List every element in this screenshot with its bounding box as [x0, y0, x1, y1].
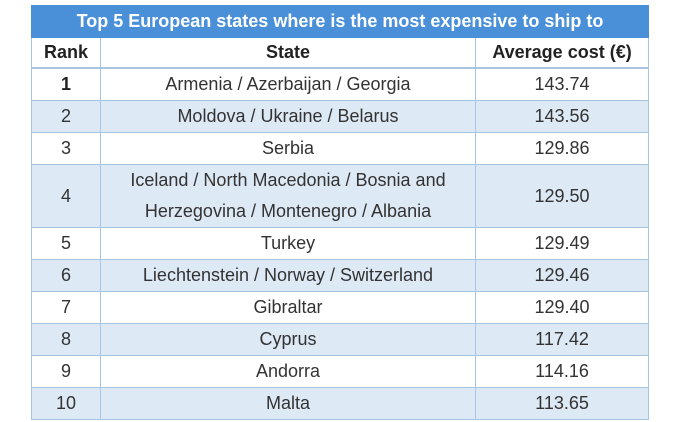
rank-cell: 7	[31, 291, 101, 324]
state-cell: Gibraltar	[100, 291, 476, 324]
rank-cell: 3	[31, 132, 101, 165]
state-cell: Turkey	[100, 227, 476, 260]
table-row: 8 Cyprus 117.42	[31, 323, 650, 356]
state-cell: Iceland / North Macedonia / Bosnia and H…	[100, 164, 476, 228]
rank-cell: 8	[31, 323, 101, 356]
cost-cell: 129.46	[474, 259, 650, 292]
rank-cell: 6	[31, 259, 101, 292]
table-row: 4 Iceland / North Macedonia / Bosnia and…	[31, 164, 650, 228]
table-row: 7 Gibraltar 129.40	[31, 291, 650, 324]
state-cell: Cyprus	[100, 323, 476, 356]
header-rank: Rank	[31, 37, 101, 69]
table-row: 2 Moldova / Ukraine / Belarus 143.56	[31, 100, 650, 133]
cost-cell: 114.16	[474, 355, 650, 388]
table-title: Top 5 European states where is the most …	[30, 5, 650, 38]
rank-cell: 4	[31, 164, 101, 228]
cost-cell: 129.86	[474, 132, 650, 165]
cost-cell: 143.74	[474, 67, 650, 101]
shipping-cost-table-container: Top 5 European states where is the most …	[30, 5, 650, 420]
table-row: 6 Liechtenstein / Norway / Switzerland 1…	[31, 259, 650, 292]
cost-cell: 113.65	[474, 387, 650, 420]
table-row: 1 Armenia / Azerbaijan / Georgia 143.74	[31, 67, 650, 101]
cost-cell: 129.49	[474, 227, 650, 260]
cost-cell: 143.56	[474, 100, 650, 133]
cost-cell: 129.50	[474, 164, 650, 228]
state-cell: Serbia	[100, 132, 476, 165]
table-row: 9 Andorra 114.16	[31, 355, 650, 388]
rank-cell: 9	[31, 355, 101, 388]
table-row: 5 Turkey 129.49	[31, 227, 650, 260]
state-cell: Andorra	[100, 355, 476, 388]
rank-cell: 10	[31, 387, 101, 420]
rank-cell: 1	[31, 67, 101, 101]
cost-cell: 129.40	[474, 291, 650, 324]
rank-cell: 5	[31, 227, 101, 260]
state-cell: Moldova / Ukraine / Belarus	[100, 100, 476, 133]
header-cost: Average cost (€)	[474, 37, 650, 69]
state-cell: Malta	[100, 387, 476, 420]
rank-cell: 2	[31, 100, 101, 133]
state-cell: Armenia / Azerbaijan / Georgia	[100, 67, 476, 101]
cost-cell: 117.42	[474, 323, 650, 356]
header-state: State	[100, 37, 476, 69]
shipping-cost-table: Top 5 European states where is the most …	[30, 5, 650, 420]
table-row: 3 Serbia 129.86	[31, 132, 650, 165]
table-row: 10 Malta 113.65	[31, 387, 650, 420]
state-cell: Liechtenstein / Norway / Switzerland	[100, 259, 476, 292]
table-header-row: Rank State Average cost (€)	[31, 37, 650, 69]
